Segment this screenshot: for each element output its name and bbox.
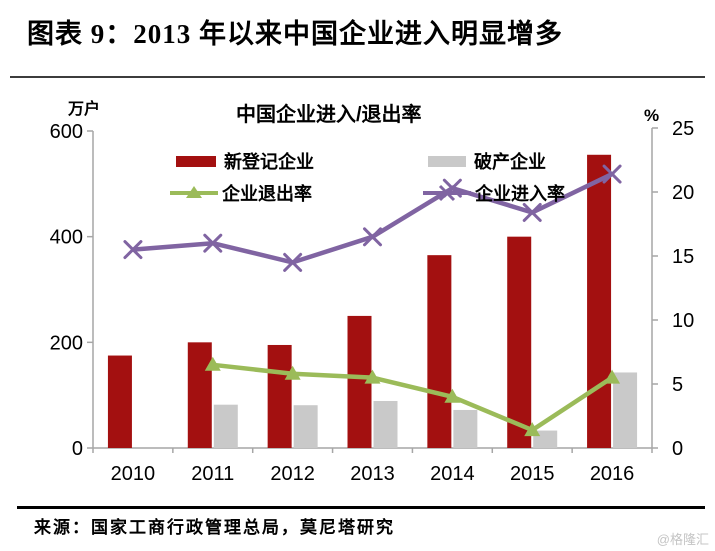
svg-text:10: 10 [672,310,694,332]
axes [87,127,658,453]
svg-text:20: 20 [672,182,694,204]
bar-series-bankrupt [213,372,638,448]
legend-label-registered: 新登记企业 [224,152,314,172]
bar-series-registered [107,154,612,448]
left-axis-unit-label: 万户 [68,101,101,118]
right-axis-unit-label: % [644,106,660,125]
svg-text:0: 0 [72,438,83,460]
svg-text:400: 400 [50,227,83,249]
legend-item-registered: 新登记企业 [174,148,314,174]
legend-label-bankrupt: 破产企业 [474,152,546,172]
title-divider [10,76,705,78]
entry-rate-line-swatch-icon [423,184,471,202]
footer-divider [17,506,705,509]
combo-chart-plot: 0 200 400 600 0 5 10 15 20 25 2010 2011 2012 2013 2014… [50,118,695,485]
bankrupt-bar-swatch-icon [426,153,470,169]
legend-label-exit-rate: 企业退出率 [222,184,312,204]
svg-text:0: 0 [672,438,683,460]
svg-text:2014: 2014 [430,463,475,485]
exit-rate-line-swatch-icon [170,184,218,202]
svg-text:5: 5 [672,374,683,396]
chart-title: 中国企业进入/退出率 [236,104,422,126]
registered-bar-swatch-icon [174,153,220,169]
svg-text:2016: 2016 [590,463,635,485]
svg-text:2013: 2013 [350,463,395,485]
svg-text:2011: 2011 [191,463,234,485]
svg-text:600: 600 [50,121,83,143]
line-series-exit-rate [204,356,621,437]
legend-label-entry-rate: 企业进入率 [475,184,565,204]
source-note: 来源：国家工商行政管理总局，莫尼塔研究 [34,518,395,537]
figure-title: 图表 9：2013 年以来中国企业进入明显增多 [27,19,563,49]
watermark: @格隆汇 [656,532,709,547]
svg-text:2012: 2012 [270,463,315,485]
legend-item-bankrupt: 破产企业 [426,148,546,174]
legend-item-exit-rate: 企业退出率 [170,180,312,206]
axis-tick-labels: 0 200 400 600 0 5 10 15 20 25 2010 2011 2012 2013 2014… [50,118,695,485]
svg-text:2015: 2015 [510,463,555,485]
svg-text:25: 25 [672,118,694,140]
svg-text:2010: 2010 [111,463,156,485]
svg-text:15: 15 [672,246,694,268]
legend-item-entry-rate: 企业进入率 [423,180,565,206]
svg-text:200: 200 [50,332,83,354]
